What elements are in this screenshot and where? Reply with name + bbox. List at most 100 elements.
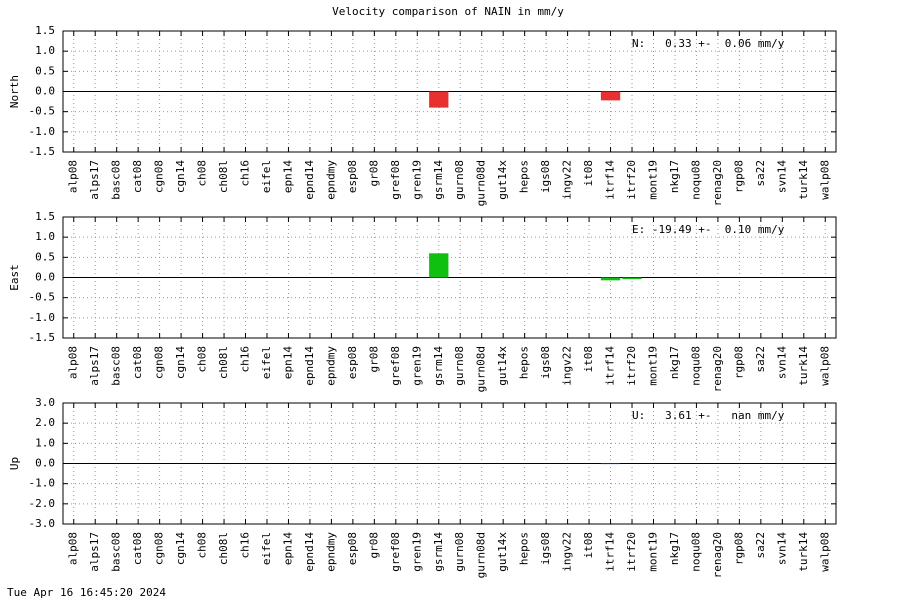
annotation: E: -19.49 +- 0.10 mm/y bbox=[632, 223, 785, 236]
x-tick-label: epndmy bbox=[324, 160, 337, 200]
x-tick-label: svn14 bbox=[775, 346, 788, 379]
y-tick-label: 0.5 bbox=[35, 64, 55, 77]
y-tick-label: 1.0 bbox=[35, 44, 55, 57]
y-tick-label: -1.5 bbox=[29, 145, 56, 158]
x-tick-label: it08 bbox=[582, 532, 595, 559]
x-tick-label: gurn08 bbox=[453, 532, 466, 572]
x-tick-label: gren19 bbox=[410, 160, 423, 200]
x-tick-label: alps17 bbox=[88, 532, 101, 572]
y-tick-label: 1.5 bbox=[35, 210, 55, 223]
x-tick-label: noqu08 bbox=[689, 532, 702, 572]
x-tick-label: ch08l bbox=[217, 346, 230, 379]
x-tick-label: cat08 bbox=[131, 346, 144, 379]
x-tick-label: turk14 bbox=[797, 532, 810, 572]
x-tick-label: ch16 bbox=[239, 160, 252, 187]
x-tick-label: basc08 bbox=[110, 532, 123, 572]
x-tick-label: ch08 bbox=[196, 160, 209, 187]
y-tick-label: 0.0 bbox=[35, 85, 55, 98]
bar bbox=[600, 91, 621, 101]
x-tick-label: gurn08d bbox=[475, 532, 488, 578]
y-tick-label: 1.5 bbox=[35, 24, 55, 37]
x-tick-label: gref08 bbox=[389, 532, 402, 572]
bar bbox=[429, 91, 449, 108]
x-tick-label: hepos bbox=[518, 532, 531, 565]
x-tick-label: noqu08 bbox=[689, 346, 702, 386]
x-tick-label: renag20 bbox=[711, 160, 724, 206]
bar bbox=[600, 277, 621, 281]
y-tick-label: 3.0 bbox=[35, 396, 55, 409]
x-tick-label: ch08 bbox=[196, 532, 209, 559]
x-tick-label: cgn08 bbox=[153, 346, 166, 379]
y-tick-label: 0.0 bbox=[35, 457, 55, 470]
x-tick-label: svn14 bbox=[775, 532, 788, 565]
x-tick-label: gut14x bbox=[496, 346, 509, 386]
x-tick-label: mont19 bbox=[646, 532, 659, 572]
x-tick-label: gsrm14 bbox=[432, 160, 445, 200]
x-tick-label: gr08 bbox=[367, 532, 380, 559]
x-tick-label: itrf20 bbox=[625, 160, 638, 200]
x-tick-label: esp08 bbox=[346, 160, 359, 193]
x-tick-label: alp08 bbox=[67, 346, 80, 379]
x-tick-label: igs08 bbox=[539, 532, 552, 565]
x-tick-label: walp08 bbox=[818, 160, 831, 200]
x-tick-label: gurn08d bbox=[475, 346, 488, 392]
x-tick-label: gref08 bbox=[389, 346, 402, 386]
x-tick-label: esp08 bbox=[346, 346, 359, 379]
x-tick-label: cgn08 bbox=[153, 160, 166, 193]
x-tick-label: igs08 bbox=[539, 160, 552, 193]
plot-frame bbox=[62, 216, 837, 339]
y-tick-label: 2.0 bbox=[35, 416, 55, 429]
y-tick-label: -0.5 bbox=[29, 291, 56, 304]
x-tick-label: ingv22 bbox=[561, 160, 574, 200]
x-tick-label: gut14x bbox=[496, 532, 509, 572]
x-tick-label: alps17 bbox=[88, 160, 101, 200]
x-tick-label: rgp08 bbox=[732, 346, 745, 379]
y-tick-label: -1.0 bbox=[29, 477, 56, 490]
y-tick-label: -0.5 bbox=[29, 105, 56, 118]
y-axis-label: North bbox=[8, 75, 21, 108]
x-tick-label: ch08l bbox=[217, 160, 230, 193]
x-tick-label: gren19 bbox=[410, 532, 423, 572]
x-tick-label: gsrm14 bbox=[432, 346, 445, 386]
y-tick-label: 1.0 bbox=[35, 436, 55, 449]
x-tick-label: epndmy bbox=[324, 346, 337, 386]
x-tick-label: esp08 bbox=[346, 532, 359, 565]
x-tick-label: epndmy bbox=[324, 532, 337, 572]
x-tick-label: cgn14 bbox=[174, 160, 187, 193]
x-tick-label: walp08 bbox=[818, 346, 831, 386]
x-tick-label: turk14 bbox=[797, 346, 810, 386]
x-tick-label: gref08 bbox=[389, 160, 402, 200]
bar bbox=[622, 277, 642, 280]
plot-frame bbox=[62, 402, 837, 525]
bar bbox=[429, 253, 449, 278]
x-tick-label: epnd14 bbox=[303, 346, 316, 386]
x-tick-label: hepos bbox=[518, 160, 531, 193]
x-tick-label: nkg17 bbox=[668, 160, 681, 193]
plot-frame bbox=[62, 30, 837, 153]
annotation: N: 0.33 +- 0.06 mm/y bbox=[632, 37, 785, 50]
x-tick-label: epn14 bbox=[281, 532, 294, 565]
x-tick-label: sa22 bbox=[754, 346, 767, 373]
x-tick-label: renag20 bbox=[711, 346, 724, 392]
x-tick-label: itrf14 bbox=[604, 532, 617, 572]
timestamp: Tue Apr 16 16:45:20 2024 bbox=[7, 586, 166, 599]
x-tick-label: epn14 bbox=[281, 160, 294, 193]
x-tick-label: eifel bbox=[260, 346, 273, 379]
x-tick-label: alp08 bbox=[67, 160, 80, 193]
x-tick-label: mont19 bbox=[646, 346, 659, 386]
x-tick-label: ch16 bbox=[239, 346, 252, 373]
x-tick-label: gurn08d bbox=[475, 160, 488, 206]
y-tick-label: -1.5 bbox=[29, 331, 56, 344]
x-tick-label: rgp08 bbox=[732, 160, 745, 193]
y-tick-label: 0.5 bbox=[35, 250, 55, 263]
chart-title: Velocity comparison of NAIN in mm/y bbox=[332, 5, 564, 18]
x-tick-label: cgn14 bbox=[174, 532, 187, 565]
y-axis-label: East bbox=[8, 264, 21, 291]
x-tick-label: alps17 bbox=[88, 346, 101, 386]
annotation: U: 3.61 +- nan mm/y bbox=[632, 409, 785, 422]
x-tick-label: nkg17 bbox=[668, 532, 681, 565]
x-tick-label: rgp08 bbox=[732, 532, 745, 565]
x-tick-label: nkg17 bbox=[668, 346, 681, 379]
